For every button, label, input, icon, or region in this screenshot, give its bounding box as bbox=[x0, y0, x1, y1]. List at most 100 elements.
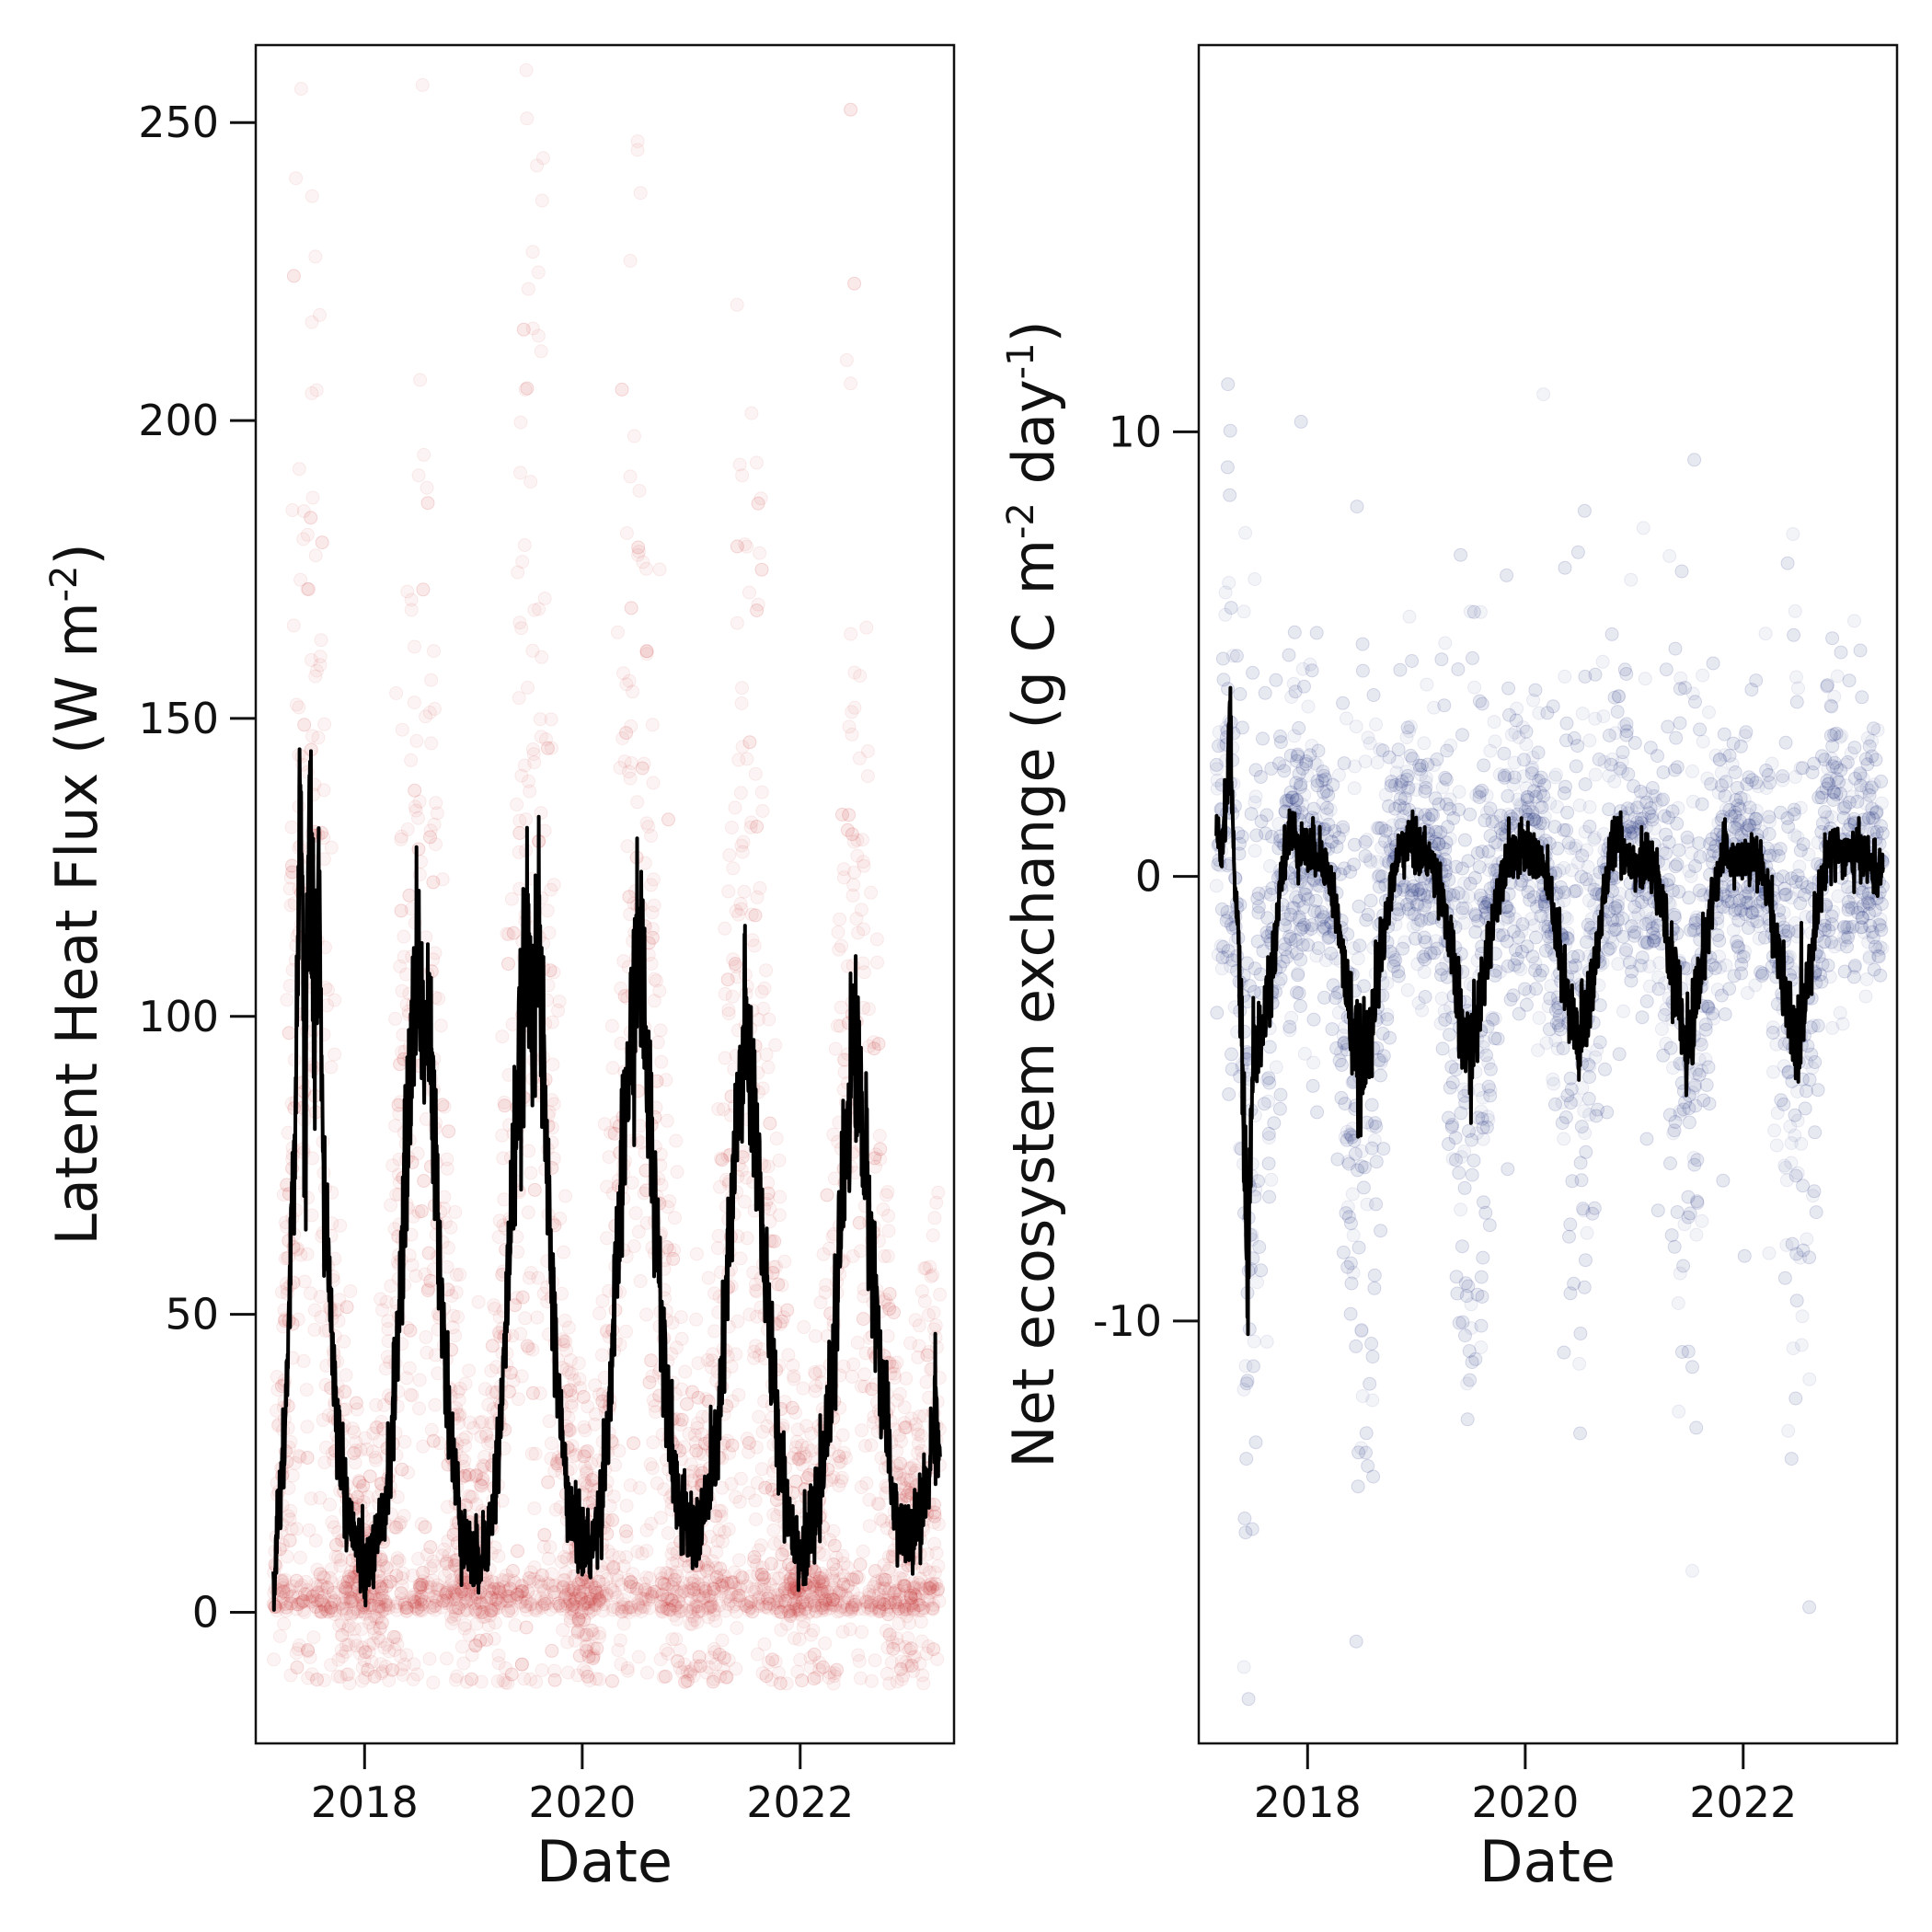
scatter-point bbox=[323, 1600, 338, 1615]
scatter-point bbox=[552, 995, 567, 1009]
scatter-point bbox=[514, 1657, 529, 1672]
scatter-point bbox=[522, 1271, 536, 1285]
scatter-point bbox=[757, 1394, 772, 1409]
scatter-point bbox=[872, 1604, 887, 1618]
scatter-point bbox=[445, 1320, 460, 1335]
scatter-point bbox=[525, 1386, 540, 1400]
scatter-point bbox=[669, 1133, 684, 1148]
scatter-point bbox=[527, 1182, 542, 1197]
scatter-point bbox=[491, 1648, 506, 1662]
scatter-point bbox=[780, 1303, 795, 1317]
scatter-point bbox=[479, 1632, 494, 1647]
scatter-point bbox=[512, 826, 527, 840]
scatter-point bbox=[300, 1451, 315, 1465]
scatter-point bbox=[750, 890, 765, 904]
scatter-point bbox=[540, 903, 555, 918]
scatter-point bbox=[670, 1165, 684, 1179]
scatter-point bbox=[280, 993, 294, 1007]
scatter-point bbox=[917, 1294, 932, 1308]
scatter-point bbox=[624, 601, 638, 615]
scatter-point bbox=[317, 717, 332, 731]
scatter-point bbox=[534, 344, 548, 359]
latent-heat-flux-y-axis-title: Latent Heat Flux (W m-2) bbox=[43, 543, 110, 1245]
scatter-point bbox=[497, 1192, 512, 1207]
scatter-point bbox=[788, 1405, 802, 1420]
scatter-point bbox=[411, 1551, 426, 1566]
scatter-point bbox=[755, 804, 770, 818]
scatter-point bbox=[916, 1676, 931, 1691]
scatter-point bbox=[708, 1509, 723, 1524]
scatter-point bbox=[796, 1620, 811, 1635]
scatter-point bbox=[674, 1331, 689, 1346]
scatter-point bbox=[536, 1539, 551, 1554]
scatter-point bbox=[363, 1612, 378, 1627]
scatter-point bbox=[751, 1647, 765, 1662]
y-tick-label: 150 bbox=[138, 694, 219, 743]
scatter-point bbox=[788, 1593, 803, 1608]
scatter-point bbox=[837, 1595, 852, 1610]
scatter-point bbox=[439, 1586, 454, 1600]
scatter-point bbox=[754, 562, 769, 577]
scatter-point bbox=[518, 1311, 533, 1326]
scatter-point bbox=[807, 1672, 822, 1686]
scatter-point bbox=[345, 1421, 360, 1436]
scatter-point bbox=[795, 1595, 810, 1610]
scatter-point bbox=[761, 1060, 776, 1075]
scatter-point bbox=[796, 1381, 811, 1396]
scatter-point bbox=[536, 1286, 551, 1301]
scatter-point bbox=[414, 1204, 429, 1218]
scatter-point bbox=[424, 673, 439, 687]
scatter-point bbox=[395, 722, 409, 737]
scatter-point bbox=[614, 1657, 628, 1672]
scatter-point bbox=[751, 496, 765, 511]
scatter-point bbox=[500, 926, 514, 941]
scatter-point bbox=[540, 1596, 555, 1611]
scatter-point bbox=[721, 1597, 736, 1612]
scatter-point bbox=[732, 1494, 747, 1509]
scatter-point bbox=[557, 1573, 571, 1588]
scatter-point bbox=[440, 1152, 454, 1167]
scatter-point bbox=[546, 878, 561, 892]
scatter-point bbox=[580, 1443, 594, 1458]
scatter-point bbox=[435, 1098, 450, 1112]
scatter-point bbox=[911, 1436, 926, 1451]
scatter-point bbox=[425, 1601, 440, 1615]
scatter-point bbox=[511, 1245, 525, 1259]
scatter-point bbox=[523, 475, 538, 489]
scatter-point bbox=[488, 1302, 502, 1316]
scatter-point bbox=[576, 1389, 591, 1404]
scatter-point bbox=[785, 1400, 799, 1415]
scatter-point bbox=[556, 1338, 570, 1352]
scatter-point bbox=[394, 832, 408, 846]
scatter-point bbox=[511, 1544, 524, 1558]
scatter-point bbox=[324, 1658, 339, 1673]
scatter-point bbox=[624, 719, 638, 733]
scatter-point bbox=[567, 1597, 581, 1612]
scatter-point bbox=[703, 1600, 718, 1615]
scatter-point bbox=[703, 1599, 718, 1614]
scatter-point bbox=[708, 1657, 723, 1672]
scatter-point bbox=[674, 1412, 689, 1427]
scatter-point bbox=[795, 1673, 810, 1688]
scatter-point bbox=[816, 1660, 830, 1674]
scatter-point bbox=[289, 697, 304, 712]
scatter-point bbox=[709, 1545, 724, 1559]
scatter-point bbox=[504, 1667, 519, 1682]
scatter-point bbox=[903, 1598, 917, 1613]
scatter-point bbox=[721, 884, 736, 899]
scatter-point bbox=[860, 769, 875, 784]
scatter-point bbox=[512, 845, 526, 859]
scatter-point bbox=[636, 555, 650, 569]
scatter-point bbox=[701, 1271, 716, 1285]
scatter-point bbox=[592, 1574, 606, 1589]
scatter-point bbox=[741, 1603, 755, 1617]
scatter-point bbox=[842, 719, 857, 734]
scatter-point bbox=[887, 1305, 901, 1320]
scatter-point bbox=[339, 1645, 353, 1659]
scatter-point bbox=[297, 718, 312, 732]
scatter-point bbox=[400, 822, 415, 836]
scatter-point bbox=[619, 1499, 634, 1513]
scatter-point bbox=[924, 1270, 938, 1283]
scatter-point bbox=[592, 1593, 606, 1608]
